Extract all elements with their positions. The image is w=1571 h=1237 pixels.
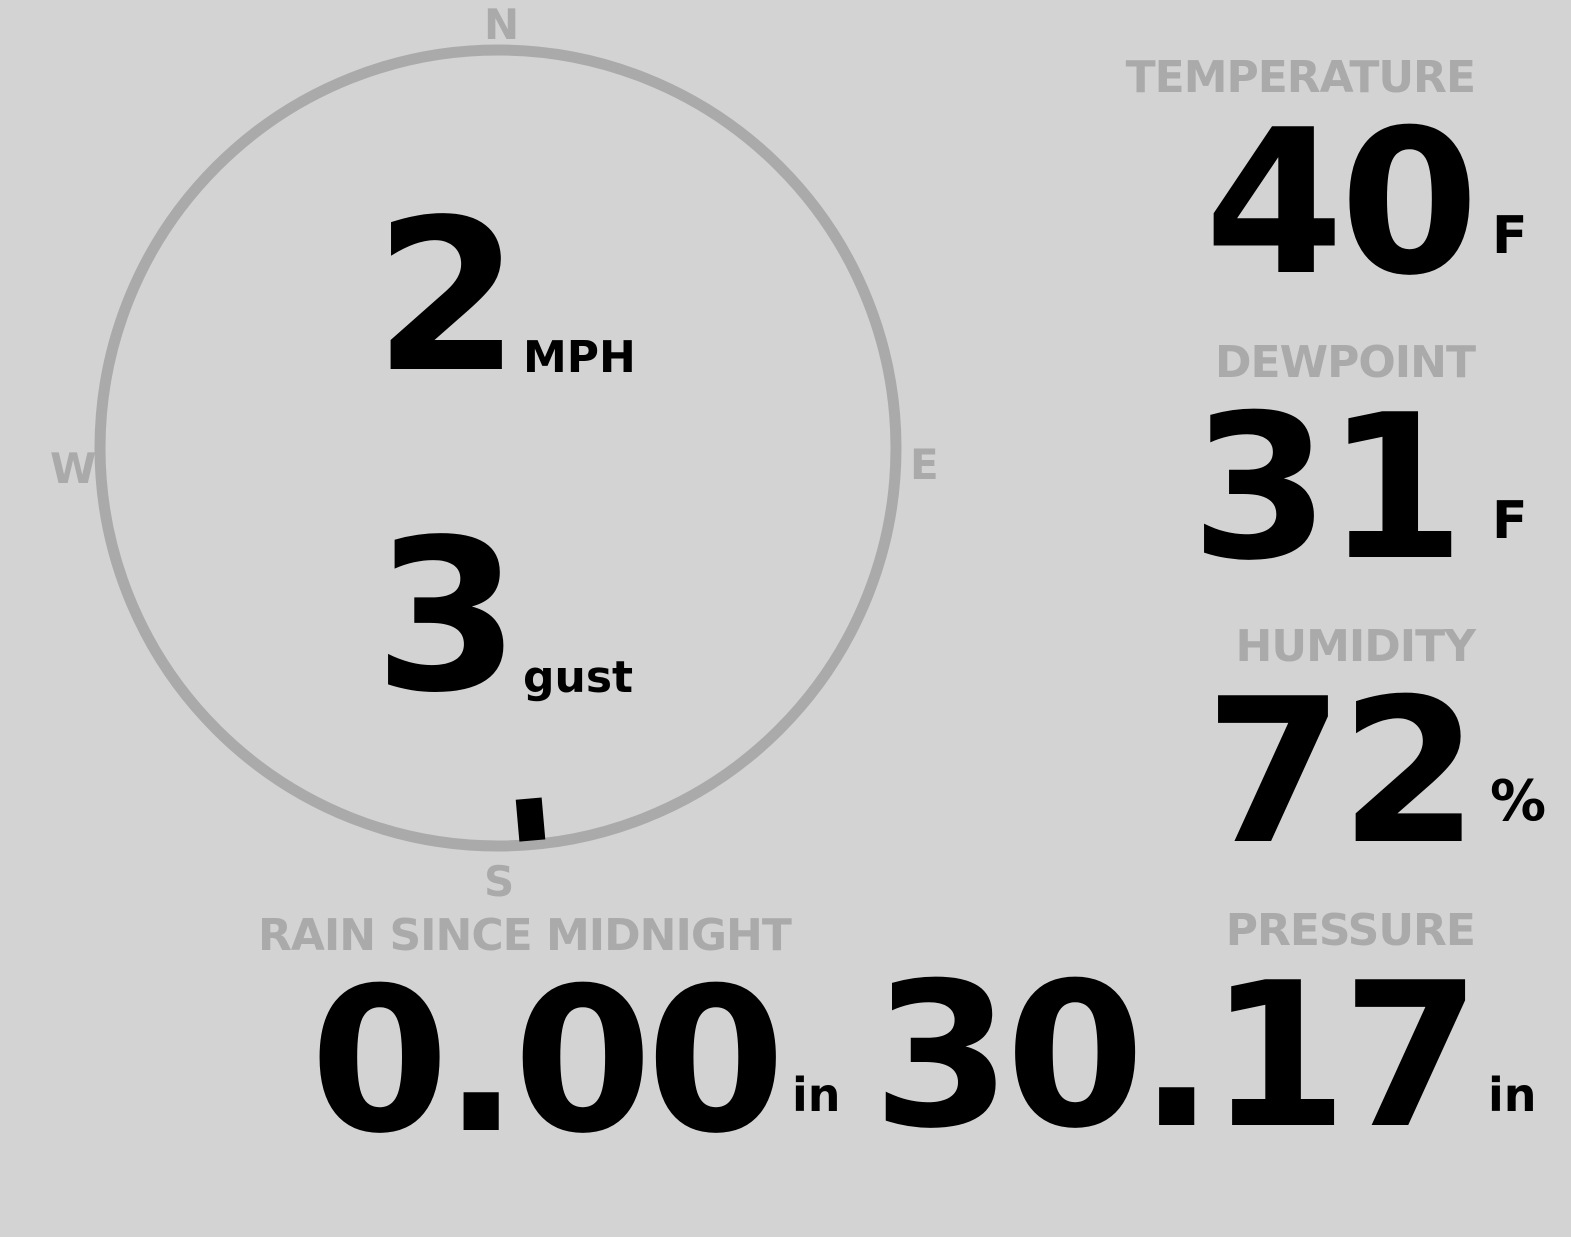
pressure-unit: in — [1488, 1068, 1537, 1122]
pressure-value: 30.17 — [872, 940, 1481, 1173]
humidity-unit: % — [1490, 769, 1547, 834]
compass-s: S — [484, 857, 515, 906]
wind-compass — [94, 44, 902, 852]
humidity-value: 72 — [1204, 656, 1479, 889]
wind-gust-unit: gust — [523, 652, 634, 703]
wind-speed-unit: MPH — [523, 332, 636, 383]
wind-gust-value: 3 — [374, 494, 520, 739]
rain-label: RAIN SINCE MIDNIGHT — [258, 910, 792, 961]
compass-ring — [94, 44, 902, 852]
dewpoint-label: DEWPOINT — [1215, 337, 1476, 388]
dewpoint-unit: F — [1492, 491, 1528, 551]
rain-value: 0.00 — [310, 945, 785, 1178]
temperature-unit: F — [1492, 206, 1528, 266]
dewpoint-value: 31 — [1190, 372, 1465, 605]
compass-n: N — [484, 0, 520, 49]
humidity-label: HUMIDITY — [1235, 621, 1476, 672]
temperature-label: TEMPERATURE — [1125, 52, 1476, 103]
temperature-value: 40 — [1204, 87, 1479, 320]
compass-e: E — [910, 440, 939, 489]
rain-unit: in — [792, 1068, 841, 1122]
compass-w: W — [50, 444, 97, 493]
wind-direction-needle — [515, 797, 546, 842]
pressure-label: PRESSURE — [1225, 905, 1476, 956]
wind-speed-value: 2 — [374, 174, 520, 419]
